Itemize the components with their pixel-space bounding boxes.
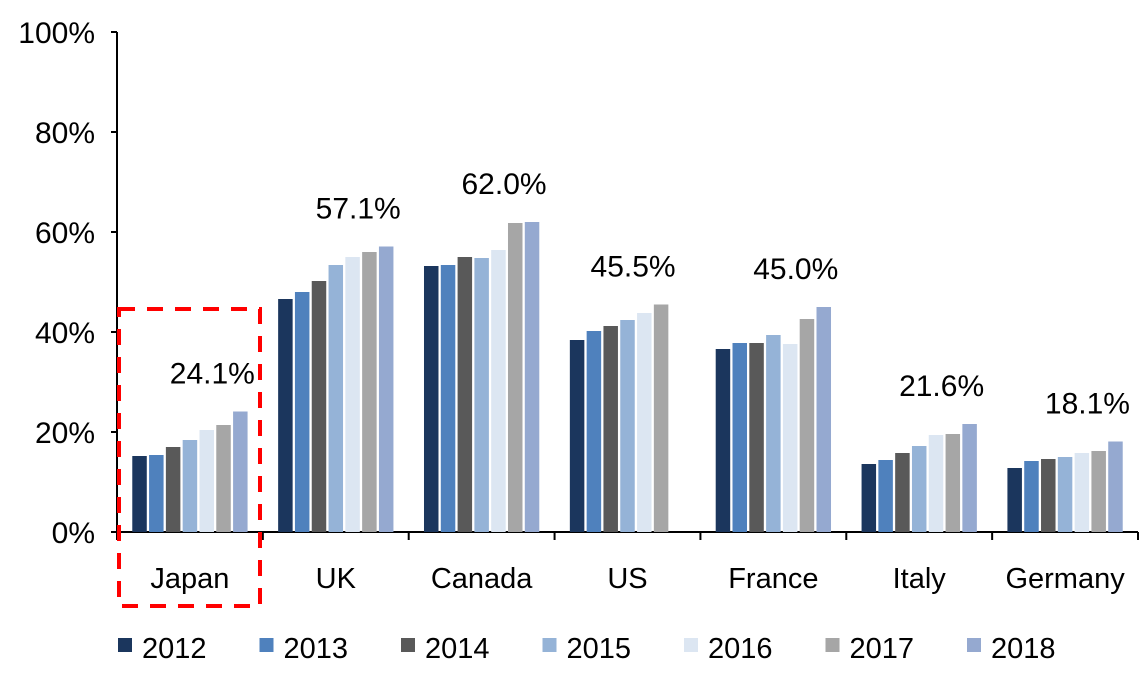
bar-italy-2016 — [928, 435, 944, 532]
bar-us-2012 — [569, 340, 585, 532]
bar-us-2015 — [620, 320, 635, 532]
legend-swatch-2014 — [401, 638, 415, 652]
bar-italy-2013 — [878, 460, 893, 532]
bar-italy-2018 — [962, 424, 977, 532]
legend-label: 2017 — [850, 633, 915, 665]
y-tick-label: 0% — [52, 517, 95, 550]
legend-label: 2014 — [425, 633, 490, 665]
bar-france-2014 — [749, 343, 764, 532]
data-label: 18.1% — [1045, 388, 1130, 421]
data-label: 62.0% — [462, 168, 547, 201]
data-label: 21.6% — [899, 370, 984, 403]
bar-us-2016 — [637, 313, 652, 532]
bar-canada-2016 — [491, 250, 506, 532]
x-tick-label: Canada — [431, 563, 533, 595]
bar-uk-2013 — [294, 292, 310, 532]
data-label: 45.0% — [753, 253, 838, 286]
legend-swatch-2018 — [967, 638, 981, 652]
legend-label: 2012 — [142, 633, 207, 665]
bar-france-2015 — [766, 335, 781, 532]
bar-italy-2014 — [895, 453, 910, 532]
bar-italy-2015 — [911, 446, 927, 532]
bar-germany-2014 — [1041, 459, 1056, 532]
legend-label: 2015 — [567, 633, 632, 665]
bar-germany-2017 — [1091, 451, 1106, 532]
bar-japan-2015 — [182, 440, 198, 532]
bar-japan-2016 — [199, 430, 214, 532]
bar-germany-2012 — [1007, 468, 1022, 532]
legend-label: 2018 — [991, 633, 1056, 665]
data-label: 45.5% — [591, 251, 676, 284]
legend-swatch-2015 — [542, 638, 557, 652]
x-tick-label: US — [607, 563, 647, 595]
data-label: 24.1% — [170, 358, 255, 391]
bar-germany-2013 — [1024, 461, 1039, 532]
x-tick-label: UK — [316, 563, 357, 595]
bar-uk-2017 — [362, 252, 377, 532]
y-tick-label: 40% — [35, 317, 95, 350]
y-tick-label: 20% — [35, 417, 95, 450]
y-tick-label: 80% — [35, 117, 95, 150]
bar-germany-2015 — [1057, 457, 1073, 532]
y-tick-label: 100% — [18, 17, 95, 50]
legend-swatch-2016 — [684, 638, 698, 652]
bar-uk-2018 — [378, 246, 394, 532]
bar-canada-2014 — [457, 257, 473, 532]
bar-canada-2012 — [423, 266, 439, 532]
bar-japan-2013 — [149, 455, 164, 532]
data-label: 57.1% — [316, 193, 401, 226]
legend-swatch-2017 — [825, 638, 840, 652]
bar-france-2013 — [732, 343, 748, 532]
bar-uk-2016 — [345, 257, 360, 532]
bar-germany-2018 — [1108, 441, 1123, 532]
legend-swatch-2012 — [118, 638, 132, 652]
bar-japan-2018 — [233, 411, 248, 532]
bar-germany-2016 — [1074, 453, 1090, 532]
bar-us-2014 — [603, 326, 618, 532]
bar-uk-2014 — [311, 281, 327, 532]
bar-japan-2012 — [132, 456, 147, 532]
legend-swatch-2013 — [259, 638, 274, 652]
bar-france-2018 — [816, 307, 832, 532]
y-tick-label: 60% — [35, 217, 95, 250]
bar-italy-2012 — [861, 464, 877, 532]
highlight-box-japan — [117, 307, 262, 608]
bar-france-2016 — [782, 344, 798, 532]
bar-japan-2017 — [216, 425, 231, 532]
bar-canada-2018 — [524, 222, 540, 532]
x-tick-label: France — [728, 563, 818, 595]
bar-france-2017 — [799, 319, 815, 532]
bar-us-2017 — [653, 304, 669, 532]
bar-us-2013 — [586, 331, 602, 532]
bar-canada-2015 — [474, 258, 489, 532]
bar-canada-2013 — [440, 265, 456, 532]
x-tick-label: Italy — [893, 563, 947, 595]
bar-france-2012 — [715, 349, 731, 532]
legend-label: 2013 — [284, 633, 349, 665]
bar-italy-2017 — [945, 434, 961, 532]
bar-canada-2017 — [507, 223, 523, 532]
x-tick-label: Japan — [150, 563, 229, 595]
bar-uk-2012 — [278, 299, 293, 532]
bar-uk-2015 — [328, 265, 344, 532]
legend-label: 2016 — [708, 633, 773, 665]
x-tick-label: Germany — [1005, 563, 1125, 595]
bar-japan-2014 — [165, 447, 181, 532]
